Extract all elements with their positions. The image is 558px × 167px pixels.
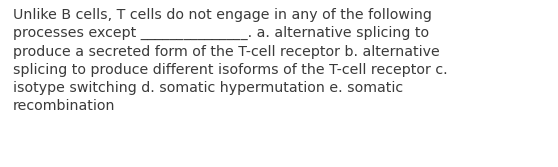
Text: Unlike B cells, T cells do not engage in any of the following
processes except _: Unlike B cells, T cells do not engage in… bbox=[13, 8, 448, 113]
